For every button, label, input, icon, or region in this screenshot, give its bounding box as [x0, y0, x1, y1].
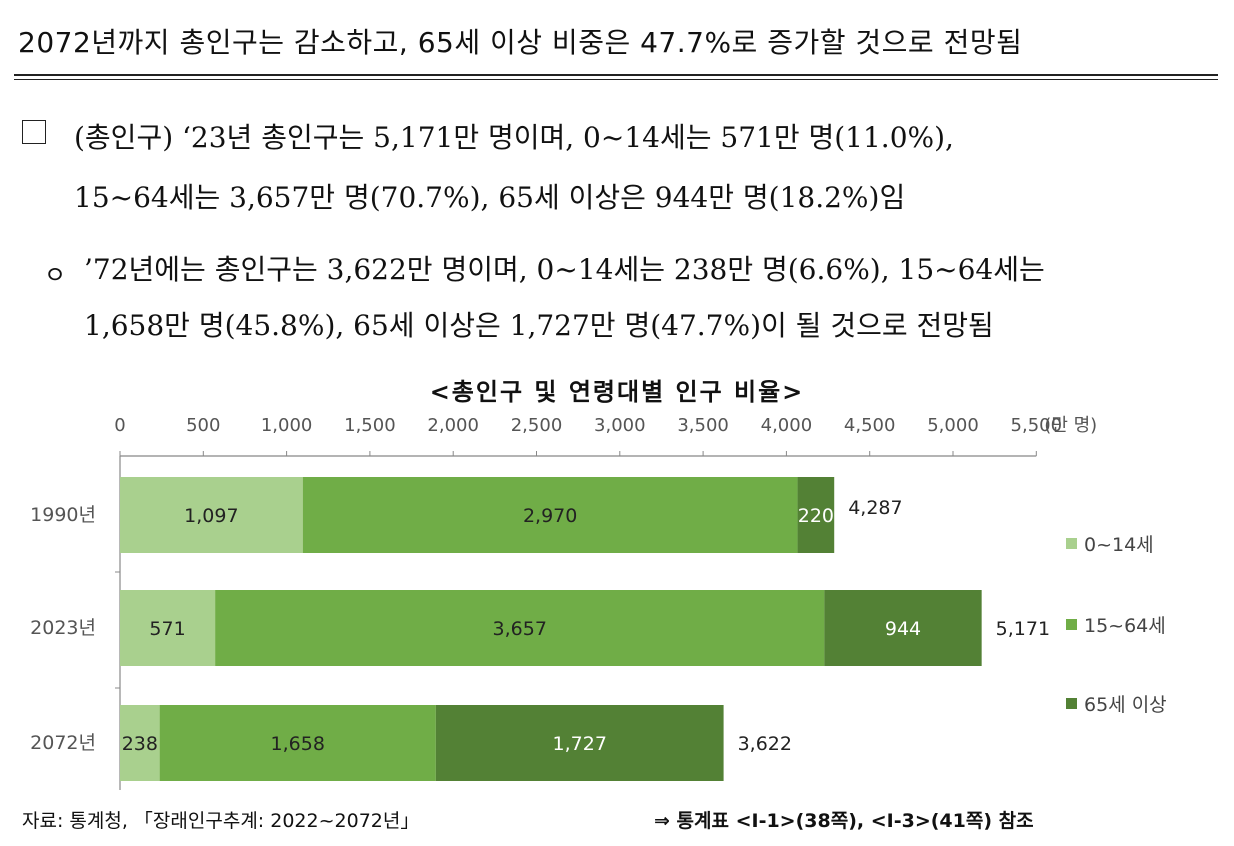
- source-note: 자료: 통계청, 「장래인구추계: 2022~2072년」: [22, 810, 420, 832]
- legend-swatch: [1066, 698, 1077, 709]
- bar-total-label: 4,287: [848, 497, 902, 519]
- legend-swatch: [1066, 538, 1077, 549]
- legend-label: 0~14세: [1084, 534, 1154, 556]
- bar-value-label: 3,657: [493, 618, 547, 640]
- bar-segment: [120, 477, 303, 553]
- bar-value-label: 220: [798, 505, 834, 527]
- bar-value-label: 571: [149, 618, 185, 640]
- category-label: 2023년: [30, 617, 96, 639]
- bar-value-label: 2,970: [523, 505, 577, 527]
- x-tick-label: 5,000: [927, 415, 979, 436]
- x-tick-label: 2,500: [511, 415, 563, 436]
- bar-total-label: 3,622: [738, 733, 792, 755]
- category-label: 1990년: [30, 504, 96, 526]
- category-label: 2072년: [30, 732, 96, 754]
- x-tick-label: 5,500: [1011, 415, 1063, 436]
- legend-label: 65세 이상: [1084, 694, 1167, 716]
- x-tick-label: 3,000: [594, 415, 646, 436]
- bar-segment: [435, 705, 724, 781]
- x-tick-label: 500: [186, 415, 220, 436]
- bar-value-label: 1,727: [553, 733, 607, 755]
- x-tick-label: 1,000: [261, 415, 313, 436]
- bar-segment: [824, 590, 982, 666]
- para1-line1: (총인구) ‘23년 총인구는 5,171만 명이며, 0~14세는 571만 …: [74, 121, 954, 154]
- bar-segment: [215, 590, 825, 666]
- double-rule-bottom: [14, 79, 1218, 80]
- bar-segment: [797, 477, 835, 553]
- reference-note: ⇒ 통계표 <Ⅰ-1>(38쪽), <Ⅰ-3>(41쪽) 참조: [654, 810, 1034, 832]
- x-tick-label: 2,000: [427, 415, 479, 436]
- x-tick-label: 4,000: [761, 415, 813, 436]
- x-tick-label: 1,500: [344, 415, 396, 436]
- bar-segment: [120, 590, 216, 666]
- para1-line2: 15~64세는 3,657만 명(70.7%), 65세 이상은 944만 명(…: [74, 181, 906, 214]
- headline: 2072년까지 총인구는 감소하고, 65세 이상 비중은 47.7%로 증가할…: [18, 26, 1023, 59]
- x-tick-label: 3,500: [677, 415, 729, 436]
- bar-total-label: 5,171: [996, 618, 1050, 640]
- checkbox-square-icon: [22, 120, 46, 144]
- bar-segment: [159, 705, 436, 781]
- x-tick-label: 0: [114, 415, 125, 436]
- double-rule-top: [14, 74, 1218, 76]
- bar-value-label: 1,097: [184, 505, 238, 527]
- legend-label: 15~64세: [1084, 615, 1166, 637]
- bar-value-label: 1,658: [271, 733, 325, 755]
- bar-segment: [120, 705, 160, 781]
- bar-value-label: 238: [122, 733, 158, 755]
- chart-title: <총인구 및 연령대별 인구 비율>: [429, 378, 805, 406]
- axis-unit-label: (만 명): [1044, 415, 1097, 436]
- legend-swatch: [1066, 619, 1077, 630]
- para2-line1: ’72년에는 총인구는 3,622만 명이며, 0~14세는 238만 명(6.…: [84, 253, 1045, 286]
- bar-segment: [302, 477, 798, 553]
- x-tick-label: 4,500: [844, 415, 896, 436]
- bullet-o-icon: ㅇ: [44, 261, 67, 289]
- para2-line2: 1,658만 명(45.8%), 65세 이상은 1,727만 명(47.7%)…: [84, 309, 994, 342]
- bar-value-label: 944: [885, 618, 921, 640]
